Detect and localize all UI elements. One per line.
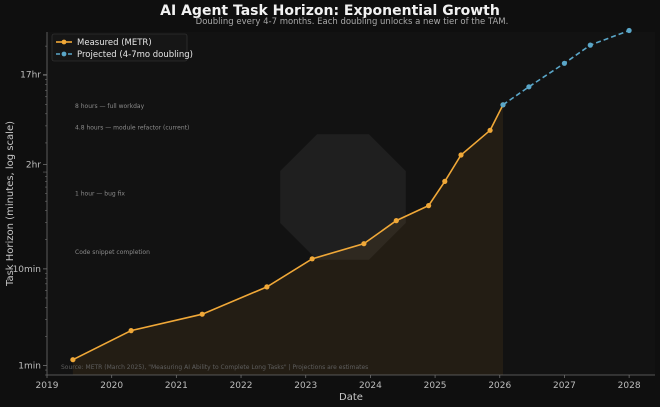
chart-subtitle: Doubling every 4-7 months. Each doubling… (196, 17, 509, 27)
annotation-label: Code snippet completion (75, 249, 150, 256)
x-tick-label: 2021 (165, 381, 188, 391)
y-tick-label: 17hr (20, 70, 41, 80)
watermark-octagon (280, 134, 406, 260)
x-tick-label: 2028 (618, 381, 641, 391)
x-tick-label: 2026 (488, 381, 511, 391)
measured-data-point (264, 284, 270, 290)
measured-data-point (393, 218, 399, 224)
projected-data-point (500, 102, 506, 108)
legend-swatch-marker (61, 51, 67, 57)
projected-data-point (626, 27, 632, 34)
measured-data-point (70, 357, 76, 363)
area-fill-group (72, 104, 503, 376)
legend-entry-label: Measured (METR) (77, 38, 152, 48)
measured-data-point (128, 328, 134, 334)
measured-data-point (426, 203, 432, 209)
measured-data-point (309, 256, 315, 262)
annotation-label: 8 hours — full workday (75, 103, 145, 110)
annotation-label: 1 hour — bug fix (75, 191, 125, 198)
x-tick-label: 2023 (294, 381, 317, 391)
measured-data-point (458, 152, 464, 158)
source-note: Source: METR (March 2025), "Measuring AI… (61, 364, 368, 371)
measured-series-line (72, 104, 504, 361)
x-tick-label: 2024 (359, 381, 382, 391)
projected-data-point (587, 42, 593, 48)
chart-title: AI Agent Task Horizon: Exponential Growt… (160, 3, 500, 19)
legend-entry-label: Projected (4-7mo doubling) (77, 50, 193, 60)
legend-swatch-marker (61, 39, 67, 45)
legend: Measured (METR) Projected (4-7mo doubling… (51, 33, 193, 62)
x-tick-label: 2019 (36, 381, 59, 391)
x-axis-label: Date (339, 392, 363, 403)
y-tick-label: 10min (13, 265, 41, 275)
projected-data-point (561, 60, 568, 66)
axes-group: 2019 2020 2021 2022 2023 2024 2025 2026 2027 2028… (13, 32, 655, 391)
measured-data-point (487, 127, 493, 133)
y-tick-label: 1min (18, 362, 41, 372)
legend-box (51, 33, 188, 62)
y-tick-label: 2hr (26, 160, 41, 170)
x-tick-label: 2027 (553, 381, 576, 391)
measured-data-point (442, 178, 448, 184)
projected-data-point (526, 84, 532, 90)
annotation-label: 4.8 hours — module refactor (current) (75, 125, 189, 132)
x-tick-label: 2020 (100, 381, 123, 391)
x-tick-label: 2022 (230, 381, 253, 391)
x-tick-label: 2025 (424, 381, 447, 391)
measured-area-fill (72, 104, 503, 376)
measured-data-point (361, 241, 367, 247)
series-points-group (70, 27, 632, 363)
y-axis-label: Task Horizon (minutes, log scale) (5, 121, 16, 287)
measured-data-point (199, 311, 205, 317)
